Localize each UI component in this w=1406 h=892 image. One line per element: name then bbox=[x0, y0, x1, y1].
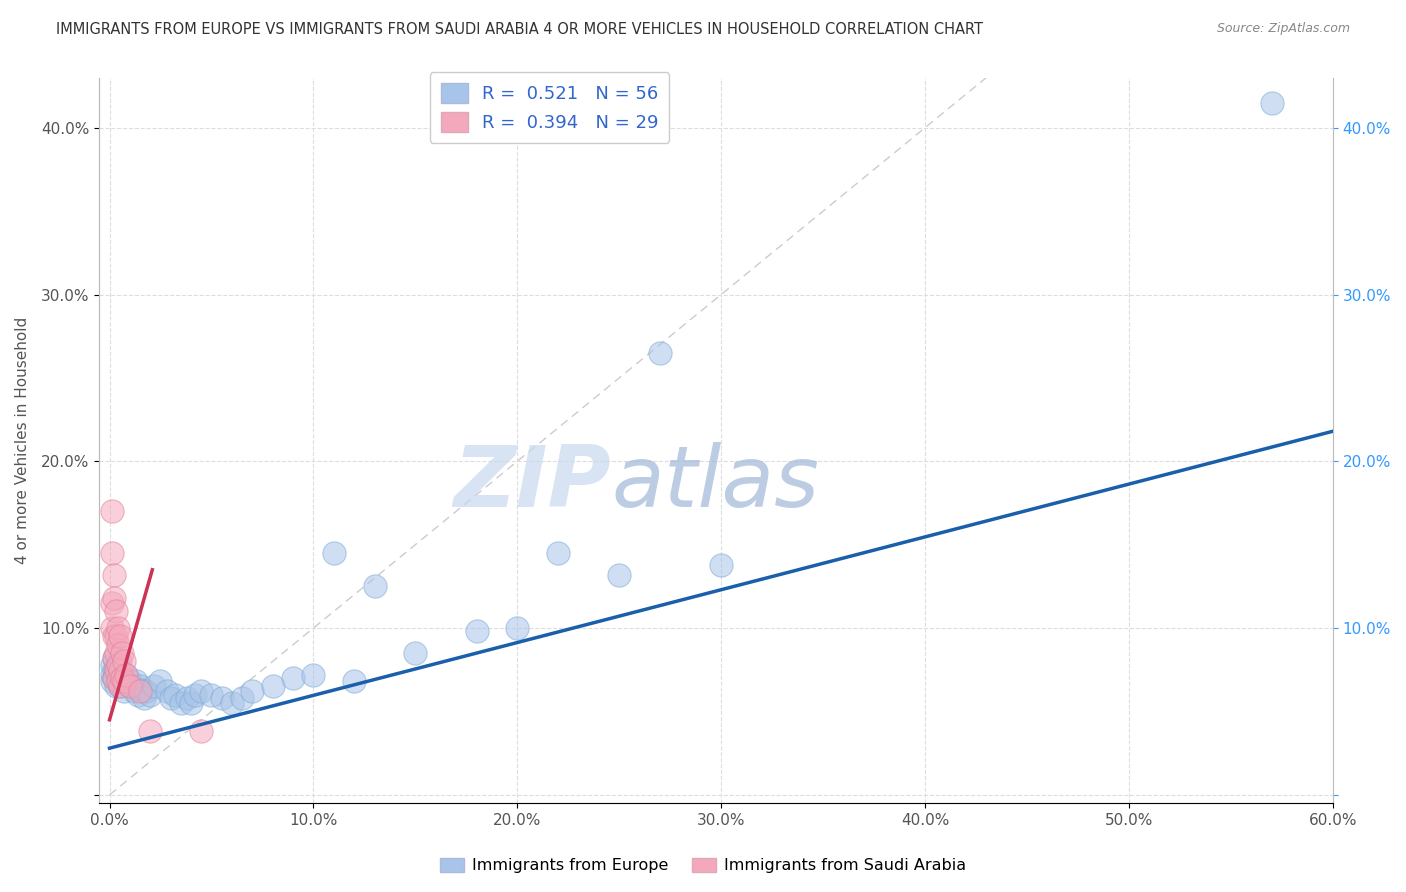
Text: Source: ZipAtlas.com: Source: ZipAtlas.com bbox=[1216, 22, 1350, 36]
Point bbox=[103, 567, 125, 582]
Point bbox=[465, 624, 488, 639]
Point bbox=[104, 629, 127, 643]
Point bbox=[506, 621, 529, 635]
Legend: Immigrants from Europe, Immigrants from Saudi Arabia: Immigrants from Europe, Immigrants from … bbox=[433, 851, 973, 880]
Point bbox=[112, 684, 135, 698]
Point bbox=[108, 663, 131, 677]
Point bbox=[112, 674, 135, 689]
Point bbox=[100, 546, 122, 560]
Point bbox=[190, 684, 212, 698]
Point bbox=[404, 646, 426, 660]
Point bbox=[262, 680, 284, 694]
Point bbox=[184, 688, 207, 702]
Point bbox=[231, 691, 253, 706]
Point bbox=[111, 671, 134, 685]
Point bbox=[302, 667, 325, 681]
Point bbox=[322, 546, 344, 560]
Text: ZIP: ZIP bbox=[454, 442, 612, 525]
Point bbox=[112, 674, 135, 689]
Point bbox=[100, 657, 122, 672]
Point bbox=[176, 691, 198, 706]
Point bbox=[104, 661, 127, 675]
Point bbox=[122, 684, 145, 698]
Point bbox=[139, 688, 162, 702]
Point bbox=[107, 621, 129, 635]
Point bbox=[107, 638, 129, 652]
Point bbox=[117, 678, 139, 692]
Point bbox=[159, 691, 181, 706]
Text: IMMIGRANTS FROM EUROPE VS IMMIGRANTS FROM SAUDI ARABIA 4 OR MORE VEHICLES IN HOU: IMMIGRANTS FROM EUROPE VS IMMIGRANTS FRO… bbox=[56, 22, 983, 37]
Point bbox=[115, 667, 138, 681]
Point bbox=[710, 558, 733, 572]
Point bbox=[100, 667, 122, 681]
Point bbox=[103, 663, 125, 677]
Point bbox=[107, 674, 129, 689]
Point bbox=[139, 724, 162, 739]
Point bbox=[104, 604, 127, 618]
Point bbox=[104, 663, 127, 677]
Point bbox=[127, 688, 149, 702]
Point bbox=[107, 674, 129, 689]
Point bbox=[103, 591, 125, 605]
Point bbox=[343, 674, 366, 689]
Point bbox=[118, 680, 141, 694]
Point bbox=[125, 674, 148, 689]
Point bbox=[108, 680, 131, 694]
Point bbox=[156, 684, 179, 698]
Point bbox=[211, 691, 233, 706]
Point bbox=[129, 680, 152, 694]
Y-axis label: 4 or more Vehicles in Household: 4 or more Vehicles in Household bbox=[15, 317, 30, 564]
Point bbox=[104, 680, 127, 694]
Point bbox=[363, 579, 385, 593]
Point bbox=[115, 667, 138, 681]
Point bbox=[107, 669, 129, 683]
Point bbox=[100, 621, 122, 635]
Point bbox=[111, 646, 134, 660]
Point bbox=[103, 651, 125, 665]
Point bbox=[281, 671, 304, 685]
Point bbox=[108, 680, 131, 694]
Point bbox=[190, 724, 212, 739]
Point bbox=[648, 346, 671, 360]
Point bbox=[100, 674, 122, 689]
Point bbox=[129, 684, 152, 698]
Point bbox=[104, 646, 127, 660]
Point bbox=[180, 696, 202, 710]
Point bbox=[112, 655, 135, 669]
Point bbox=[135, 684, 157, 698]
Point bbox=[134, 691, 156, 706]
Point bbox=[111, 671, 134, 685]
Point bbox=[103, 629, 125, 643]
Point bbox=[118, 674, 141, 689]
Point bbox=[107, 657, 129, 672]
Legend: R =  0.521   N = 56, R =  0.394   N = 29: R = 0.521 N = 56, R = 0.394 N = 29 bbox=[430, 72, 669, 143]
Point bbox=[149, 674, 172, 689]
Point bbox=[103, 671, 125, 685]
Point bbox=[547, 546, 569, 560]
Point bbox=[100, 504, 122, 518]
Point bbox=[108, 629, 131, 643]
Text: atlas: atlas bbox=[612, 442, 820, 525]
Point bbox=[121, 680, 143, 694]
Point bbox=[108, 655, 131, 669]
Point bbox=[1260, 95, 1282, 110]
Point bbox=[221, 696, 243, 710]
Point bbox=[131, 682, 153, 697]
Point bbox=[163, 688, 186, 702]
Point bbox=[607, 567, 630, 582]
Point bbox=[143, 680, 166, 694]
Point bbox=[200, 688, 222, 702]
Point bbox=[170, 696, 193, 710]
Point bbox=[100, 596, 122, 610]
Point bbox=[103, 671, 125, 685]
Point bbox=[103, 651, 125, 665]
Point bbox=[240, 684, 263, 698]
